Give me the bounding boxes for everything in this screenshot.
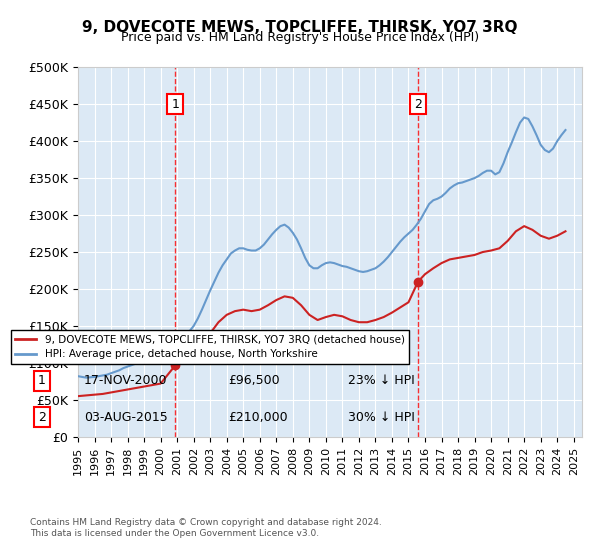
- Text: Contains HM Land Registry data © Crown copyright and database right 2024.
This d: Contains HM Land Registry data © Crown c…: [30, 518, 382, 538]
- Text: 1: 1: [38, 374, 46, 388]
- Text: 03-AUG-2015: 03-AUG-2015: [84, 410, 168, 424]
- Text: £96,500: £96,500: [228, 374, 280, 388]
- Text: 30% ↓ HPI: 30% ↓ HPI: [348, 410, 415, 424]
- Text: 17-NOV-2000: 17-NOV-2000: [84, 374, 167, 388]
- Text: 1: 1: [171, 97, 179, 111]
- Text: Price paid vs. HM Land Registry's House Price Index (HPI): Price paid vs. HM Land Registry's House …: [121, 31, 479, 44]
- Text: £210,000: £210,000: [228, 410, 287, 424]
- Text: 23% ↓ HPI: 23% ↓ HPI: [348, 374, 415, 388]
- Text: 9, DOVECOTE MEWS, TOPCLIFFE, THIRSK, YO7 3RQ: 9, DOVECOTE MEWS, TOPCLIFFE, THIRSK, YO7…: [82, 20, 518, 35]
- Legend: 9, DOVECOTE MEWS, TOPCLIFFE, THIRSK, YO7 3RQ (detached house), HPI: Average pric: 9, DOVECOTE MEWS, TOPCLIFFE, THIRSK, YO7…: [11, 330, 409, 363]
- Text: 2: 2: [414, 97, 422, 111]
- Text: 2: 2: [38, 410, 46, 424]
